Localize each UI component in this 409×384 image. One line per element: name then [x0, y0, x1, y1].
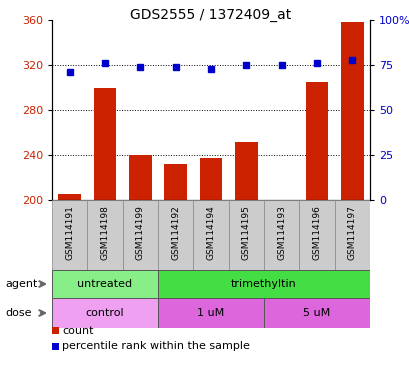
- Bar: [93, 88, 116, 200]
- Text: agent: agent: [5, 279, 37, 289]
- Text: 5 uM: 5 uM: [303, 308, 330, 318]
- Bar: [157, 270, 369, 298]
- Bar: [157, 298, 263, 328]
- Bar: [340, 22, 363, 200]
- Bar: [305, 82, 328, 200]
- Text: GSM114197: GSM114197: [347, 205, 356, 260]
- Bar: [128, 155, 151, 200]
- Text: GSM114198: GSM114198: [100, 205, 109, 260]
- Text: GSM114192: GSM114192: [171, 205, 180, 260]
- Text: GSM114196: GSM114196: [312, 205, 321, 260]
- Bar: [193, 200, 228, 270]
- Bar: [157, 200, 193, 270]
- Text: control: control: [85, 308, 124, 318]
- Text: percentile rank within the sample: percentile rank within the sample: [62, 341, 249, 351]
- Text: GDS2555 / 1372409_at: GDS2555 / 1372409_at: [130, 8, 291, 22]
- Bar: [263, 298, 369, 328]
- Text: GSM114199: GSM114199: [135, 205, 144, 260]
- Text: untreated: untreated: [77, 279, 132, 289]
- Bar: [263, 200, 299, 270]
- Text: 1 uM: 1 uM: [197, 308, 224, 318]
- Text: GSM114193: GSM114193: [276, 205, 285, 260]
- Bar: [164, 164, 187, 200]
- Bar: [228, 200, 263, 270]
- Text: count: count: [62, 326, 93, 336]
- Bar: [334, 200, 369, 270]
- Bar: [52, 327, 59, 334]
- Text: GSM114195: GSM114195: [241, 205, 250, 260]
- Bar: [52, 200, 87, 270]
- Bar: [122, 200, 157, 270]
- Bar: [234, 141, 257, 200]
- Text: dose: dose: [5, 308, 31, 318]
- Bar: [87, 200, 122, 270]
- Bar: [58, 194, 81, 200]
- Bar: [52, 343, 59, 350]
- Bar: [52, 270, 157, 298]
- Text: GSM114191: GSM114191: [65, 205, 74, 260]
- Text: GSM114194: GSM114194: [206, 205, 215, 260]
- Bar: [299, 200, 334, 270]
- Text: trimethyltin: trimethyltin: [231, 279, 296, 289]
- Bar: [199, 158, 222, 200]
- Bar: [52, 298, 157, 328]
